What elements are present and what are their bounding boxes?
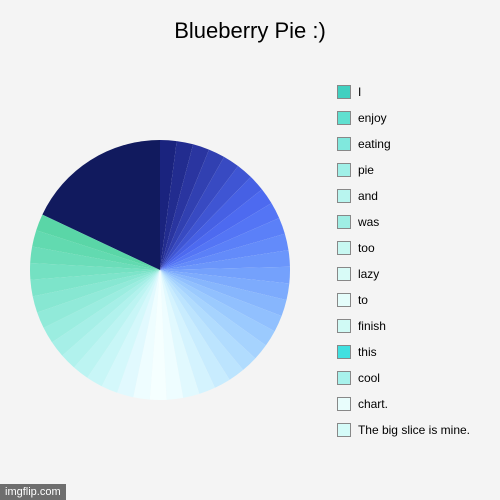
legend-label: and	[358, 189, 378, 203]
legend-item: The big slice is mine.	[337, 423, 470, 437]
legend-swatch	[337, 241, 351, 255]
legend-item: cool	[337, 371, 470, 385]
legend-item: lazy	[337, 267, 470, 281]
legend-swatch	[337, 319, 351, 333]
legend-label: eating	[358, 137, 391, 151]
legend-swatch	[337, 85, 351, 99]
legend-item: eating	[337, 137, 470, 151]
legend-swatch	[337, 215, 351, 229]
chart-title: Blueberry Pie :)	[0, 0, 500, 44]
legend-item: finish	[337, 319, 470, 333]
legend-item: to	[337, 293, 470, 307]
legend-label: finish	[358, 319, 386, 333]
legend-swatch	[337, 397, 351, 411]
legend-swatch	[337, 111, 351, 125]
legend-label: I	[358, 85, 361, 99]
legend-swatch	[337, 293, 351, 307]
legend-swatch	[337, 189, 351, 203]
legend-swatch	[337, 345, 351, 359]
legend-item: I	[337, 85, 470, 99]
legend-label: cool	[358, 371, 380, 385]
pie-chart	[30, 140, 290, 400]
legend-label: this	[358, 345, 377, 359]
legend-label: chart.	[358, 397, 388, 411]
legend-label: pie	[358, 163, 374, 177]
legend-swatch	[337, 267, 351, 281]
legend-item: and	[337, 189, 470, 203]
legend-label: too	[358, 241, 375, 255]
legend-label: was	[358, 215, 379, 229]
legend-swatch	[337, 371, 351, 385]
legend-item: was	[337, 215, 470, 229]
legend-item: this	[337, 345, 470, 359]
legend-swatch	[337, 137, 351, 151]
watermark: imgflip.com	[0, 484, 66, 500]
legend-label: enjoy	[358, 111, 387, 125]
legend: Ienjoy eating pie and was too lazy to finish this…	[337, 85, 470, 437]
legend-label: The big slice is mine.	[358, 423, 470, 437]
legend-label: to	[358, 293, 368, 307]
legend-label: lazy	[358, 267, 379, 281]
legend-item: chart.	[337, 397, 470, 411]
legend-swatch	[337, 423, 351, 437]
legend-item: too	[337, 241, 470, 255]
legend-item: pie	[337, 163, 470, 177]
legend-swatch	[337, 163, 351, 177]
legend-item: enjoy	[337, 111, 470, 125]
